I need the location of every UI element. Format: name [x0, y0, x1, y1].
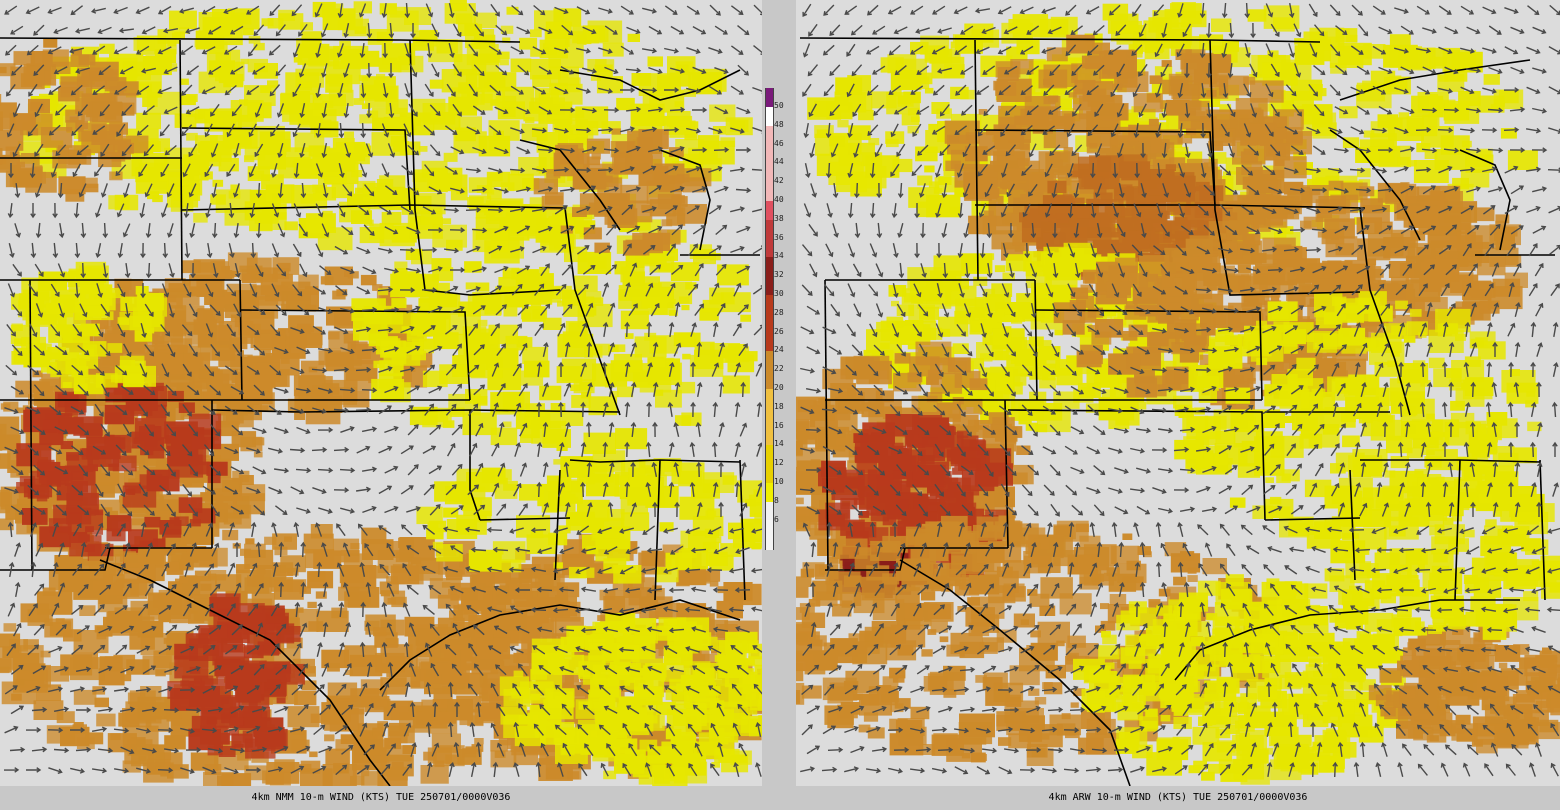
colorbar-segment [765, 407, 774, 427]
colorbar-tick-label: 30 [774, 289, 784, 298]
wind-speed-field [0, 0, 762, 786]
wind-map-arw [796, 0, 1560, 786]
colorbar-segment [765, 351, 774, 370]
colorbar-segment [765, 482, 774, 502]
colorbar-tick-label: 50 [774, 101, 784, 110]
colorbar-segment [765, 332, 774, 352]
colorbar-tick-label: 20 [774, 383, 784, 392]
colorbar-segment [765, 464, 774, 483]
colorbar-tick-label: 16 [774, 420, 784, 430]
colorbar-tick-label: 18 [774, 401, 784, 411]
coastline [899, 59, 1531, 786]
colorbar-tick-label: 22 [774, 364, 784, 374]
wind-map-nmm [0, 0, 762, 786]
colorbar-tick-label: 48 [774, 119, 784, 129]
colorbar-tick-label: 26 [774, 326, 784, 336]
colorbar-segment [765, 445, 774, 464]
colorbar-segment [765, 238, 774, 258]
colorbar-tick-label: 8 [774, 495, 779, 505]
colorbar-tick-label: 42 [774, 176, 784, 186]
state-borders [799, 37, 1555, 601]
colorbar-tick-label: 12 [774, 458, 784, 468]
colorbar-segment [765, 219, 774, 239]
colorbar-tick-label: 24 [774, 345, 784, 355]
colorbar-tick-label: 14 [774, 439, 784, 449]
colorbar-tick-label: 34 [774, 251, 784, 261]
coastline [99, 69, 741, 786]
wind-arrows [799, 2, 1560, 778]
colorbar-segment [765, 163, 774, 182]
colorbar-tick-label: 44 [774, 157, 784, 167]
caption-arw: 4km ARW 10-m WIND (KTS) TUE 250701/0000V… [796, 787, 1560, 810]
state-borders [0, 37, 760, 601]
colorbar-segment [765, 313, 774, 333]
colorbar-tick-label: 10 [774, 477, 784, 486]
wind-speed-field [796, 2, 1560, 785]
colorbar-segment [765, 520, 774, 551]
colorbar-segment [765, 276, 774, 295]
colorbar-tick-label: 46 [774, 138, 784, 148]
colorbar-segment [765, 144, 774, 164]
map-panel-arw [796, 0, 1560, 786]
colorbar-tick-label: 6 [774, 514, 779, 524]
colorbar-segment [765, 501, 774, 521]
colorbar-tick-label: 28 [774, 307, 784, 317]
colorbar-tick-label: 38 [774, 213, 784, 223]
colorbar-segment [765, 257, 774, 276]
colorbar-tick-label: 36 [774, 232, 784, 242]
colorbar-tick-label: 32 [774, 270, 784, 280]
wind-arrows [3, 2, 762, 778]
colorbar-segment [765, 200, 774, 220]
colorbar-segment [765, 370, 774, 389]
colorbar-segment [765, 294, 774, 314]
colorbar-tick-label: 40 [774, 195, 784, 204]
colorbar-segment [765, 88, 774, 107]
caption-nmm: 4km NMM 10-m WIND (KTS) TUE 250701/0000V… [0, 787, 762, 810]
wind-speed-colorbar: 50 48 46 44 42 40 38 36 34 32 30 28 26 24 22 20 18 16 14 12… [763, 88, 797, 778]
colorbar-segment [765, 125, 774, 145]
map-panel-nmm [0, 0, 762, 786]
colorbar-segment [765, 388, 774, 408]
colorbar-segment [765, 426, 774, 446]
colorbar-segment [765, 106, 774, 126]
colorbar-segment [765, 182, 774, 201]
